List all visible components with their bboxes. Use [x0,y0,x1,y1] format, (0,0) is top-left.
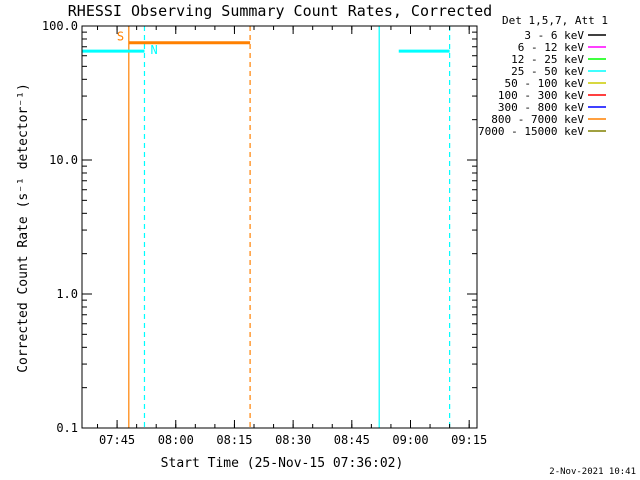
plot-area: SN [81,26,451,428]
legend-label-0: 3 - 6 keV [524,29,584,42]
attenuator-label: S [117,30,124,44]
y-tick-label-2: 10.0 [49,153,78,167]
legend-title: Det 1,5,7, Att 1 [502,14,608,27]
legend-label-8: 7000 - 15000 keV [478,125,584,138]
x-tick-label-5: 09:00 [392,433,428,447]
legend-label-3: 25 - 50 keV [511,65,584,78]
x-tick-label-4: 08:45 [334,433,370,447]
legend-label-7: 800 - 7000 keV [491,113,584,126]
x-axis-label: Start Time (25-Nov-15 07:36:02) [161,456,404,471]
footer-timestamp: 2-Nov-2021 10:41 [549,467,636,477]
legend-label-2: 12 - 25 keV [511,53,584,66]
y-tick-label-3: 100.0 [42,19,78,33]
x-tick-label-3: 08:30 [275,433,311,447]
x-tick-label-6: 09:15 [451,433,487,447]
legend-label-6: 300 - 800 keV [498,101,584,114]
chart-title: RHESSI Observing Summary Count Rates, Co… [68,2,492,20]
saa-label: N [150,43,157,57]
legend-label-5: 100 - 300 keV [498,89,584,102]
plot-frame [81,25,478,429]
legend-label-1: 6 - 12 keV [518,41,585,54]
legend-label-4: 50 - 100 keV [505,77,585,90]
x-tick-label-2: 08:15 [216,433,252,447]
x-tick-label-1: 08:00 [158,433,194,447]
axes: 07:45 08:00 08:15 08:30 08:45 09:00 09:15 0.1 1.… [42,19,487,447]
y-tick-label-1: 1.0 [56,287,78,301]
x-tick-label-0: 07:45 [99,433,135,447]
y-tick-label-0: 0.1 [56,421,78,435]
y-axis-label: Corrected Count Rate (s⁻¹ detector⁻¹) [16,83,31,373]
